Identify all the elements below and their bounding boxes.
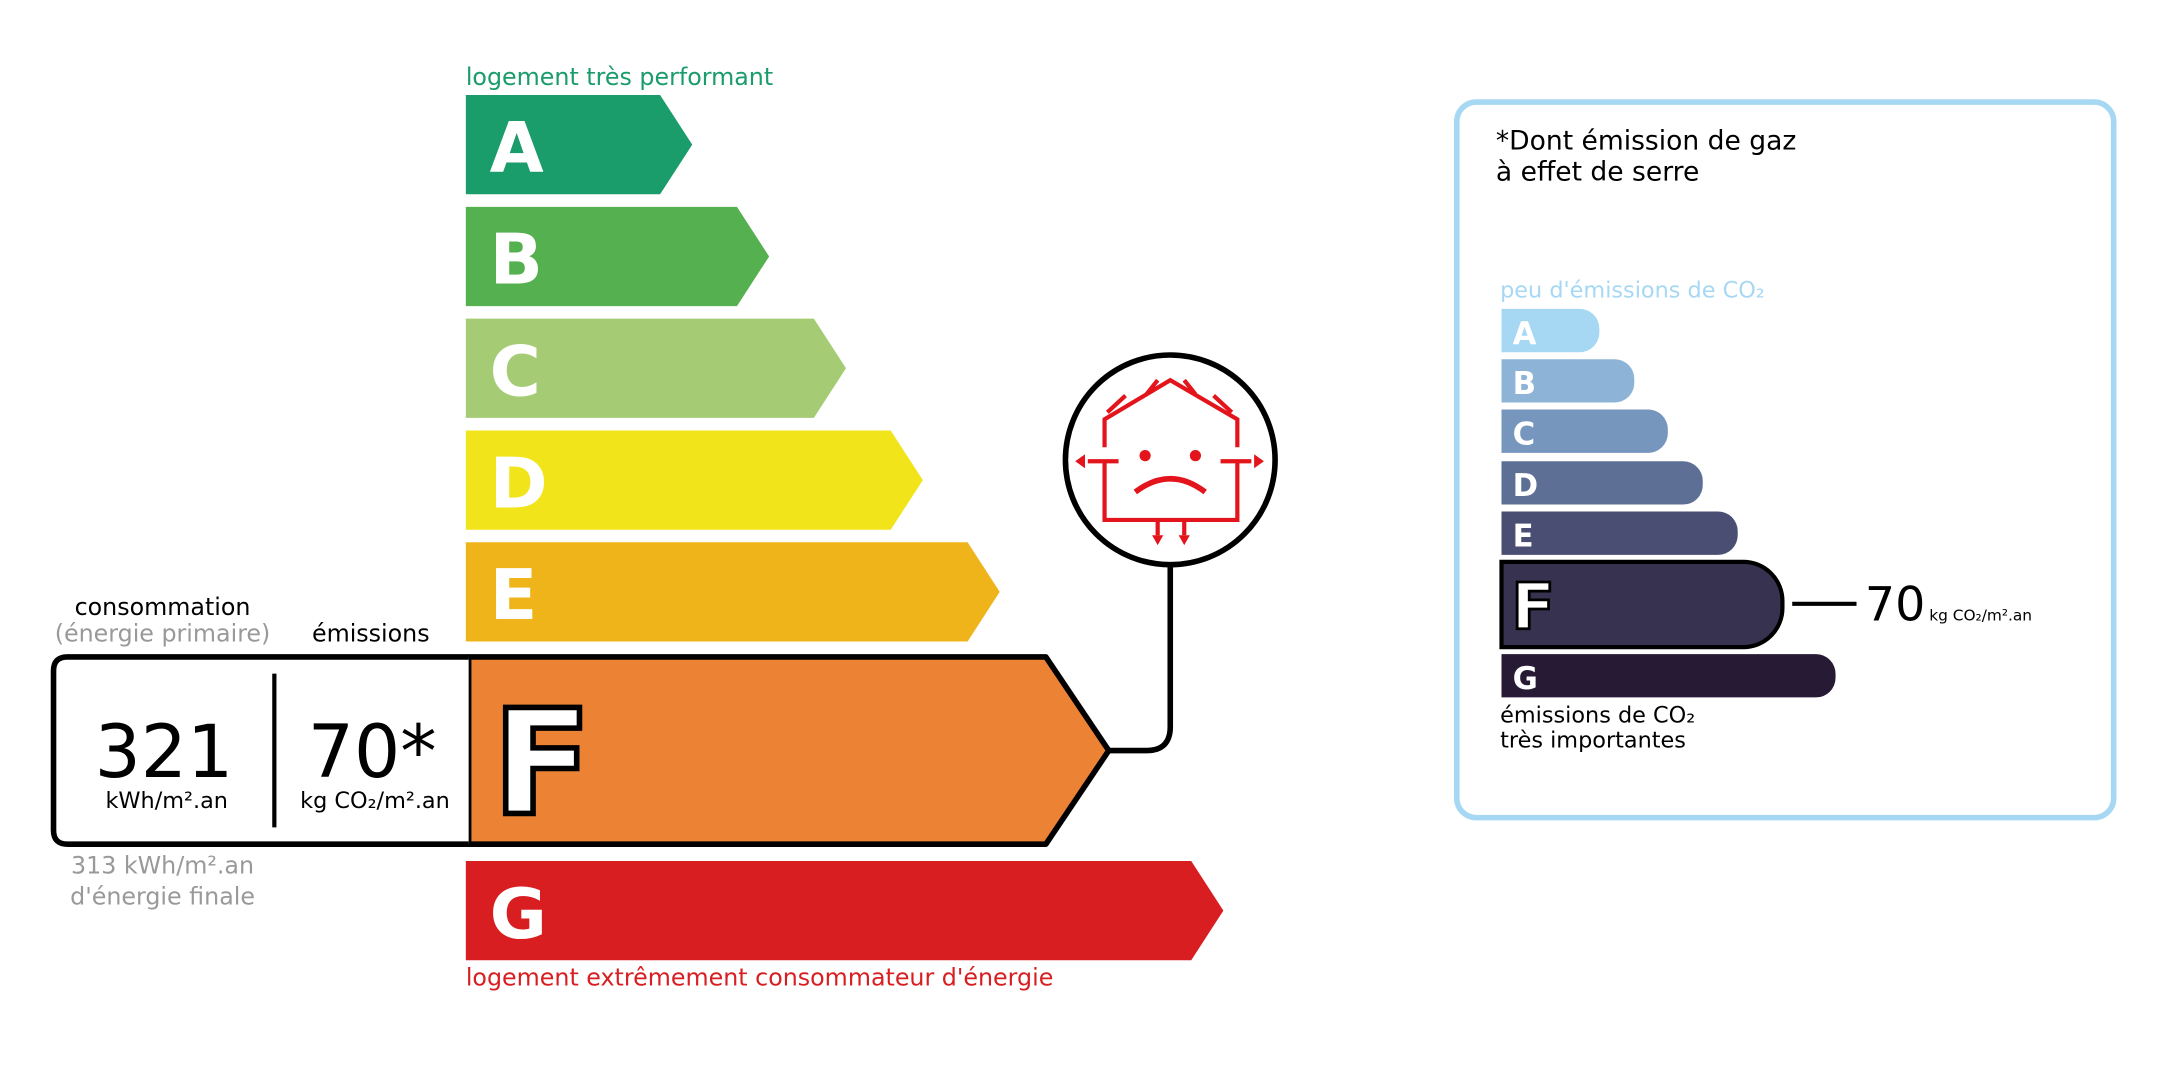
emissions-value: 70* — [308, 711, 437, 795]
energy-class-letter: B — [490, 220, 543, 301]
climate-class-bar — [1501, 308, 1600, 353]
climate-class-letter: C — [1513, 416, 1536, 452]
energy-class-letter: D — [490, 443, 548, 524]
climate-bottom-label: émissions de CO₂ — [1500, 703, 1695, 729]
value-box — [50, 654, 469, 847]
energy-class-bar — [465, 206, 770, 307]
climate-class-bar — [1501, 409, 1668, 453]
energy-class-bar — [465, 542, 1000, 642]
final-energy: d'énergie finale — [70, 882, 255, 910]
final-energy: 313 kWh/m².an — [71, 852, 254, 880]
emissions-unit: kg CO₂/m².an — [300, 788, 450, 814]
climate-class-letter: E — [1513, 518, 1534, 554]
emissions-title: émissions — [312, 620, 430, 648]
consumption-subtitle: (énergie primaire) — [55, 620, 271, 648]
consumption-title: consommation — [75, 593, 251, 621]
energy-class-bar — [465, 95, 693, 195]
climate-class-letter: B — [1513, 366, 1536, 402]
climate-class-bar — [1499, 559, 1785, 650]
top-label: logement très performant — [466, 63, 773, 91]
climate-class-bar — [1501, 359, 1635, 403]
climate-class-letter: G — [1513, 661, 1538, 697]
climate-bottom-label: très importantes — [1500, 728, 1686, 754]
climate-class-letter: D — [1513, 468, 1539, 504]
climate-unit: kg CO₂/m².an — [1929, 607, 2032, 625]
energy-class-letter: A — [490, 108, 544, 189]
energy-class-letter: C — [490, 332, 541, 413]
energy-class-bar — [465, 318, 846, 418]
climate-value: 70 — [1865, 578, 1925, 633]
climate-class-letter: A — [1513, 316, 1537, 352]
bottom-label: logement extrêmement consommateur d'éner… — [466, 963, 1053, 991]
energy-class-letter: F — [492, 679, 591, 848]
energy-class-letter: E — [490, 555, 538, 636]
climate-class-bar — [1501, 511, 1738, 555]
climate-title: à effet de serre — [1496, 156, 1699, 187]
consumption-value: 321 — [95, 711, 234, 795]
climate-class-letter: F — [1511, 570, 1555, 645]
consumption-unit: kWh/m².an — [105, 788, 227, 814]
climate-title: *Dont émission de gaz — [1496, 126, 1796, 157]
energy-class-bar — [465, 430, 923, 530]
climate-class-bar — [1501, 461, 1703, 505]
climate-top-label: peu d'émissions de CO₂ — [1500, 278, 1765, 304]
energy-class-bar — [465, 860, 1224, 961]
house-icon — [1062, 352, 1278, 754]
climate-class-bar — [1501, 654, 1836, 698]
climate-frame — [1453, 99, 2117, 821]
energy-class-letter: G — [490, 874, 547, 955]
